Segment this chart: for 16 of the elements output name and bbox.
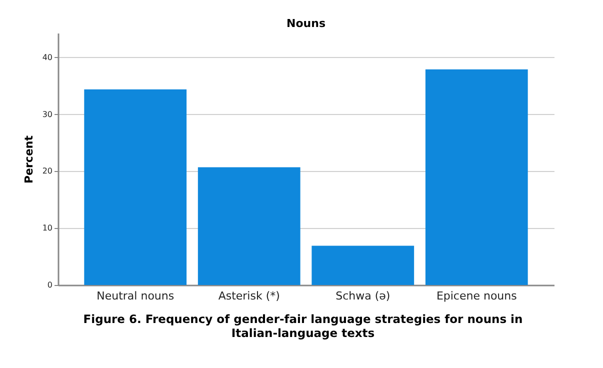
- y-tick-label: 10: [42, 224, 52, 233]
- bar: [425, 69, 528, 285]
- bar: [198, 167, 300, 285]
- y-tick-label: 20: [42, 166, 52, 176]
- x-tick-label: Schwa (ə): [336, 290, 390, 302]
- caption: Figure 6. Frequency of gender-fair language strategies for nouns in Italian-language texts: [82, 312, 524, 340]
- bar: [84, 89, 187, 285]
- y-axis-title: Percent: [22, 135, 36, 184]
- y-tick-label: 30: [42, 110, 52, 119]
- x-tick-label: Neutral nouns: [96, 290, 174, 302]
- x-tick-label: Asterisk (*): [218, 290, 280, 302]
- y-tick-label: 0: [47, 280, 52, 290]
- bar: [312, 246, 414, 285]
- x-tick-label: Epicene nouns: [436, 290, 518, 302]
- chart-title: Nouns: [286, 17, 326, 30]
- y-tick-label: 40: [42, 52, 52, 62]
